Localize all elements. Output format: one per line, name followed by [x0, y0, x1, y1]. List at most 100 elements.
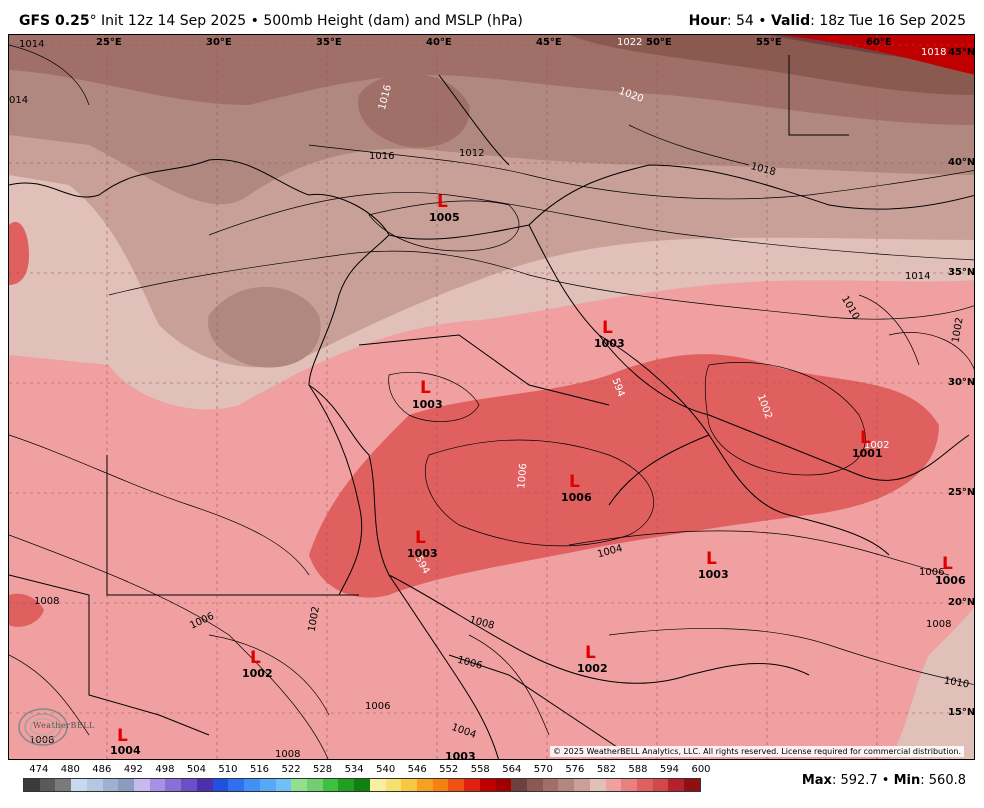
low-letter: L	[415, 528, 426, 548]
field-552	[779, 35, 974, 75]
colorbar-swatch	[134, 779, 150, 791]
isobar-label: 1002	[864, 440, 889, 451]
low-pressure: 1003	[698, 568, 729, 581]
field-594-west	[9, 593, 44, 627]
colorbar-swatch	[479, 779, 496, 791]
low-pressure: 1005	[429, 211, 460, 224]
weather-map[interactable]: 25°E 30°E 35°E 40°E 45°E 50°E 55°E 60°E …	[8, 34, 975, 760]
low-letter: L	[420, 378, 431, 398]
copyright-notice: © 2025 WeatherBELL Analytics, LLC. All r…	[550, 746, 964, 757]
low-letter: L	[569, 472, 580, 492]
low-pressure: 1002	[242, 667, 273, 680]
colorbar-swatch	[102, 779, 119, 791]
isobar-label: 1008	[34, 596, 59, 607]
hour-value: : 54 •	[726, 13, 771, 29]
colorbar-swatch	[416, 779, 433, 791]
low-letter: L	[942, 554, 953, 574]
lat-label: 25°N	[948, 487, 975, 498]
coastlines	[9, 55, 974, 759]
hour-label: Hour	[688, 13, 727, 29]
colorbar-tick-label: 588	[628, 764, 648, 775]
colorbar-tick-label: 522	[281, 764, 301, 775]
valid-label: Valid	[770, 13, 811, 29]
init-text: Init 12z 14 Sep 2025 • 500mb Height (dam…	[96, 13, 523, 29]
low-center: L 1003	[412, 378, 443, 411]
max-label: Max	[801, 773, 832, 788]
low-letter: L	[250, 648, 261, 668]
low-centers: L 1005 L 1003 L 1003 L 1001 L 1006 L 100…	[110, 192, 966, 759]
isobar-label: 1014	[905, 271, 930, 282]
max-min-stats: Max: 592.7 • Min: 560.8	[802, 773, 966, 788]
colorbar-labels: 474 480 486 492 498 504 510 516 522 528 534 540 546 5…	[23, 764, 710, 777]
isobar-label: 1014	[19, 39, 44, 50]
weatherbell-logo: WeatherBELL	[15, 705, 105, 749]
colorbar-swatch	[55, 779, 72, 791]
isobar-label: 1008	[275, 749, 300, 760]
colorbar-swatch	[527, 779, 543, 791]
height-colorbar: 474 480 486 492 498 504 510 516 522 528 534 540 546 5…	[23, 764, 711, 794]
colorbar-swatch	[401, 779, 417, 791]
field-576-cyprus	[208, 286, 321, 368]
colorbar-swatch	[652, 779, 669, 791]
low-center: L 1002	[577, 643, 608, 675]
colorbar-swatch	[306, 779, 323, 791]
colorbar-swatch	[275, 779, 292, 791]
colorbar-swatch	[637, 779, 653, 791]
colorbar-tick-label: 516	[249, 764, 270, 775]
low-center: L 1003	[407, 528, 438, 560]
degree-mark: °	[89, 13, 97, 29]
low-center: L 1004	[110, 726, 141, 757]
colorbar-swatch	[338, 779, 355, 791]
low-letter: L	[602, 318, 613, 338]
colorbar-tick-label: 546	[407, 764, 427, 775]
min-label: Min	[893, 773, 921, 788]
low-center: L 1001	[852, 428, 883, 460]
colorbar-swatch	[589, 779, 606, 791]
colorbar-tick-label: 576	[565, 764, 585, 775]
low-center: L 1005	[429, 192, 460, 224]
lon-label: 60°E	[866, 37, 892, 48]
lat-label: 30°N	[948, 377, 975, 388]
low-letter: L	[706, 549, 717, 569]
colorbar-swatch	[354, 779, 370, 791]
logo-swirl-icon	[18, 708, 68, 746]
graticule	[9, 35, 974, 759]
colorbar-tick-label: 510	[218, 764, 238, 775]
low-pressure: 1003	[407, 547, 438, 560]
lat-label: 40°N	[948, 157, 975, 168]
low-letter: L	[117, 726, 128, 746]
colorbar-tick-label: 498	[155, 764, 175, 775]
colorbar-swatch	[181, 779, 197, 791]
colorbar-swatch	[464, 779, 480, 791]
low-center: L 1002	[242, 648, 273, 680]
colorbar-swatch	[291, 779, 307, 791]
isobar-label: 1022	[617, 37, 642, 48]
colorbar-tick-label: 570	[533, 764, 553, 775]
low-center: L 1006	[935, 554, 966, 587]
colorbar-swatch	[432, 779, 449, 791]
isobar-label: 1018	[921, 47, 946, 58]
low-pressure: 1006	[935, 574, 966, 587]
lon-label: 35°E	[316, 37, 342, 48]
low-pressure: 1003	[412, 398, 443, 411]
colorbar-swatch	[244, 779, 260, 791]
low-center: L 1006	[561, 472, 592, 504]
isobar-label: 1002	[307, 606, 322, 633]
colorbar-swatch	[558, 779, 575, 791]
low-center: 1003	[445, 750, 476, 759]
longitude-labels: 25°E 30°E 35°E 40°E 45°E 50°E 55°E 60°E	[96, 37, 892, 48]
colorbar-swatch	[149, 779, 166, 791]
colorbar-swatch	[574, 779, 590, 791]
low-center: L 1003	[594, 318, 625, 350]
colorbar-swatch	[668, 779, 685, 791]
colorbar-swatch	[118, 779, 135, 791]
colorbar-swatch	[684, 779, 700, 791]
latitude-labels: 45°N 40°N 35°N 30°N 25°N 20°N 15°N	[948, 47, 975, 718]
isobar-label: 014	[9, 95, 28, 106]
lon-label: 50°E	[646, 37, 672, 48]
colorbar-swatch	[39, 779, 56, 791]
min-value: : 560.8	[920, 773, 966, 788]
colorbar-swatch	[228, 779, 245, 791]
colorbar-swatch	[196, 779, 213, 791]
colorbar-swatch	[385, 779, 402, 791]
